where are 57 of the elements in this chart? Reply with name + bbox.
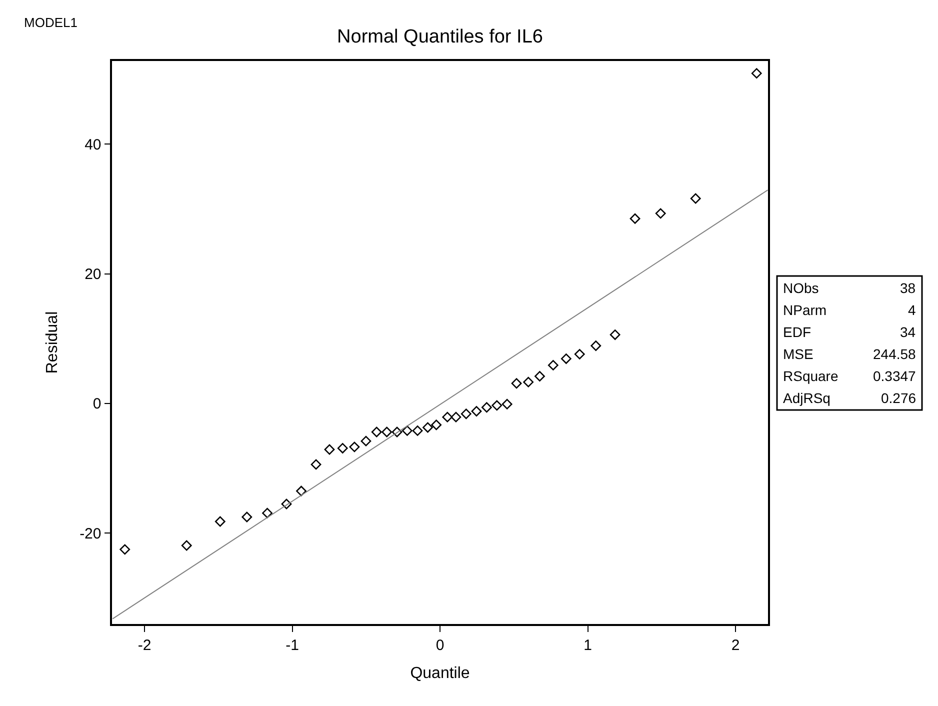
point — [450, 412, 462, 422]
x-tick-label: -2 — [138, 636, 152, 654]
point — [382, 426, 392, 438]
point — [281, 498, 292, 510]
point — [349, 442, 360, 452]
point — [548, 360, 558, 370]
point — [431, 420, 442, 430]
point — [262, 508, 272, 518]
point — [337, 443, 348, 454]
point — [360, 436, 372, 446]
point — [412, 426, 423, 436]
point — [590, 340, 602, 351]
point — [481, 402, 492, 413]
text: AdjRSq 0.276 — [783, 390, 916, 406]
point — [214, 516, 226, 527]
point — [460, 408, 472, 420]
point — [392, 426, 402, 438]
text: RSquare 0.3347 — [783, 368, 916, 384]
point — [181, 540, 192, 551]
chart-title: Normal Quantiles for IL6 — [337, 26, 543, 48]
text: EDF 34 — [783, 324, 916, 340]
point — [655, 208, 666, 219]
x-tick-label: -1 — [286, 636, 299, 654]
text: MSE 244.58 — [783, 346, 916, 362]
y-tick-label: -20 — [80, 525, 102, 542]
point — [502, 398, 512, 410]
point — [120, 544, 130, 555]
text: NObs 38 — [783, 280, 916, 296]
point — [523, 376, 534, 388]
point — [560, 354, 572, 364]
point — [534, 371, 545, 382]
point — [574, 348, 585, 360]
text: MODEL1 — [24, 15, 78, 30]
point — [442, 412, 453, 422]
point — [610, 330, 620, 340]
point — [402, 426, 412, 436]
point — [324, 444, 335, 455]
text: NParm 4 — [783, 302, 916, 318]
point — [242, 512, 252, 522]
point — [422, 422, 433, 433]
point — [751, 68, 762, 79]
y-axis-title: Residual — [44, 311, 61, 374]
x-tick-label: 1 — [584, 636, 592, 654]
x-axis-title: Quantile — [410, 664, 470, 682]
y-tick-label: 40 — [84, 136, 102, 154]
x-tick-label: 0 — [436, 636, 444, 654]
point — [511, 378, 522, 389]
x-tick-label: 2 — [731, 636, 740, 654]
point — [690, 193, 701, 204]
point — [371, 426, 382, 438]
y-tick-label: 0 — [92, 396, 102, 413]
y-tick-label: 20 — [84, 266, 102, 283]
point — [492, 400, 502, 411]
point — [471, 406, 482, 416]
point — [630, 213, 640, 224]
point — [296, 486, 306, 496]
point — [310, 459, 322, 470]
